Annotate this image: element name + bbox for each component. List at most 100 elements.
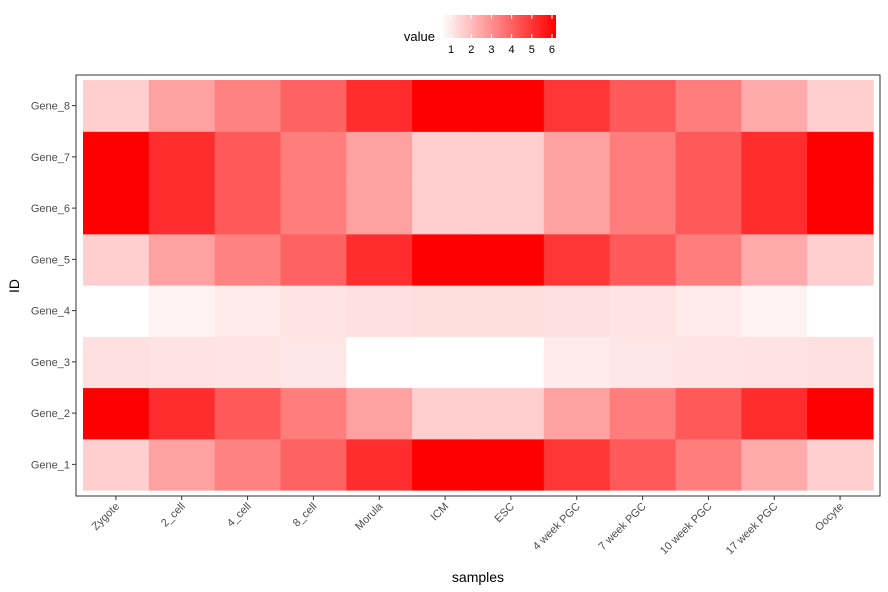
heatmap-cell-gene-3-4-cell: [214, 336, 282, 389]
heatmap-cell-gene-1-icm: [412, 438, 479, 491]
heatmap-cell-gene-7-10-week-pgc: [675, 131, 742, 184]
legend-ticks: 1 2 3 4 5 6: [448, 15, 555, 56]
heatmap-cell-gene-3-oocyte: [807, 336, 874, 389]
x-tick-label: 4_cell: [225, 501, 254, 530]
heatmap-cell-gene-2-4-week-pgc: [543, 387, 611, 440]
heatmap-cell-gene-1-4-week-pgc: [543, 438, 611, 491]
y-axis: Gene_1 Gene_2 Gene_3 Gene_4 Gene_5 Gene_6 Gene…: [31, 101, 76, 471]
heatmap-cell-gene-8-8-cell: [280, 80, 347, 132]
heatmap-cell-gene-3-10-week-pgc: [675, 336, 742, 389]
heatmap-cell-gene-3-8-cell: [280, 336, 347, 389]
x-tick-label: Zygote: [90, 501, 122, 533]
y-tick-label: Gene_8: [31, 101, 70, 113]
heatmap-cell-gene-4-icm: [412, 285, 479, 337]
x-tick-label: Oocyte: [813, 501, 846, 534]
heatmap-cell-gene-5-icm: [412, 233, 479, 286]
heatmap-cell-gene-1-17-week-pgc: [741, 438, 808, 491]
y-axis-title: ID: [6, 279, 22, 293]
heatmap-cell-gene-1-10-week-pgc: [675, 438, 742, 491]
heatmap-cell-gene-7-8-cell: [280, 131, 347, 184]
heatmap-cell-gene-3-icm: [412, 336, 479, 389]
heatmap-cell-gene-2-zygote: [83, 387, 150, 440]
heatmap-cell-gene-6-4-cell: [214, 182, 282, 235]
heatmap-cell-gene-1-8-cell: [280, 438, 347, 491]
heatmap-cell-gene-8-10-week-pgc: [675, 80, 742, 132]
heatmap-cell-gene-3-zygote: [83, 336, 150, 389]
x-tick-label: 7 week PGC: [597, 501, 649, 553]
heatmap-cell-gene-3-17-week-pgc: [741, 336, 808, 389]
heatmap-cell-gene-7-morula: [346, 131, 413, 184]
x-tick-label: ICM: [428, 501, 451, 524]
heatmap-cell-gene-6-zygote: [83, 182, 150, 235]
heatmap-cell-gene-4-2-cell: [148, 285, 216, 337]
plot-panel-border: [75, 74, 881, 497]
heatmap-cell-gene-8-7-week-pgc: [609, 80, 677, 132]
heatmap-cell-gene-5-4-week-pgc: [543, 233, 611, 286]
y-tick-label: Gene_7: [31, 152, 70, 164]
heatmap-cell-gene-1-zygote: [83, 438, 150, 491]
x-tick-label: 8_cell: [291, 501, 320, 530]
heatmap-cell-gene-8-morula: [346, 80, 413, 132]
heatmap-cell-gene-7-4-week-pgc: [543, 131, 611, 184]
heatmap-cells: [83, 80, 874, 491]
heatmap-cell-gene-1-2-cell: [148, 438, 216, 491]
heatmap-cell-gene-1-4-cell: [214, 438, 282, 491]
legend-tick-label: 1: [448, 44, 454, 56]
heatmap-cell-gene-6-8-cell: [280, 182, 347, 235]
y-tick-label: Gene_5: [31, 254, 70, 266]
heatmap-cell-gene-2-10-week-pgc: [675, 387, 742, 440]
x-tick-label: 17 week PGC: [724, 501, 781, 558]
heatmap-cell-gene-5-10-week-pgc: [675, 233, 742, 286]
y-tick-label: Gene_2: [31, 408, 70, 420]
heatmap-cell-gene-7-7-week-pgc: [609, 131, 677, 184]
legend-tick-label: 2: [468, 44, 474, 56]
heatmap-cell-gene-6-2-cell: [148, 182, 216, 235]
legend-title: value: [404, 29, 435, 44]
legend-tick-label: 3: [488, 44, 494, 56]
heatmap-cell-gene-8-zygote: [83, 80, 150, 132]
heatmap-cell-gene-2-oocyte: [807, 387, 874, 440]
x-axis: Zygote 2_cell 4_cell 8_cell Morula ICM ESC 4 we…: [90, 496, 846, 557]
heatmap-cell-gene-7-2-cell: [148, 131, 216, 184]
heatmap-cell-gene-7-4-cell: [214, 131, 282, 184]
heatmap-cell-gene-4-7-week-pgc: [609, 285, 677, 337]
heatmap-cell-gene-4-4-week-pgc: [543, 285, 611, 337]
heatmap-cell-gene-3-morula: [346, 336, 413, 389]
heatmap-cell-gene-5-morula: [346, 233, 413, 286]
heatmap-cell-gene-8-icm: [412, 80, 479, 132]
heatmap-cell-gene-8-4-cell: [214, 80, 282, 132]
heatmap-cell-gene-6-10-week-pgc: [675, 182, 742, 235]
heatmap-cell-gene-4-morula: [346, 285, 413, 337]
x-tick-label: 10 week PGC: [658, 501, 715, 558]
y-tick-label: Gene_3: [31, 357, 70, 369]
color-legend: value 1 2 3 4 5 6: [404, 15, 556, 56]
heatmap-cell-gene-3-esc: [478, 336, 545, 389]
heatmap-cell-gene-2-4-cell: [214, 387, 282, 440]
heatmap-cell-gene-2-icm: [412, 387, 479, 440]
heatmap-cell-gene-3-7-week-pgc: [609, 336, 677, 389]
heatmap-cell-gene-7-oocyte: [807, 131, 874, 184]
heatmap-cell-gene-4-10-week-pgc: [675, 285, 742, 337]
legend-tick-label: 5: [529, 44, 535, 56]
heatmap-cell-gene-4-4-cell: [214, 285, 282, 337]
heatmap-cell-gene-7-17-week-pgc: [741, 131, 808, 184]
x-axis-title: samples: [452, 569, 504, 585]
heatmap-cell-gene-4-esc: [478, 285, 545, 337]
heatmap-cell-gene-5-4-cell: [214, 233, 282, 286]
heatmap-cell-gene-2-esc: [478, 387, 545, 440]
heatmap-cell-gene-1-7-week-pgc: [609, 438, 677, 491]
heatmap-cell-gene-8-4-week-pgc: [543, 80, 611, 132]
heatmap-cell-gene-1-oocyte: [807, 438, 874, 491]
heatmap-cell-gene-2-8-cell: [280, 387, 347, 440]
heatmap-cell-gene-6-7-week-pgc: [609, 182, 677, 235]
heatmap-cell-gene-5-oocyte: [807, 233, 874, 286]
heatmap-cell-gene-8-oocyte: [807, 80, 874, 132]
heatmap-cell-gene-2-17-week-pgc: [741, 387, 808, 440]
heatmap-cell-gene-5-8-cell: [280, 233, 347, 286]
heatmap-cell-gene-5-17-week-pgc: [741, 233, 808, 286]
heatmap-cell-gene-6-esc: [478, 182, 545, 235]
x-tick-label: 4 week PGC: [531, 501, 583, 553]
heatmap-cell-gene-6-4-week-pgc: [543, 182, 611, 235]
heatmap-cell-gene-7-icm: [412, 131, 479, 184]
